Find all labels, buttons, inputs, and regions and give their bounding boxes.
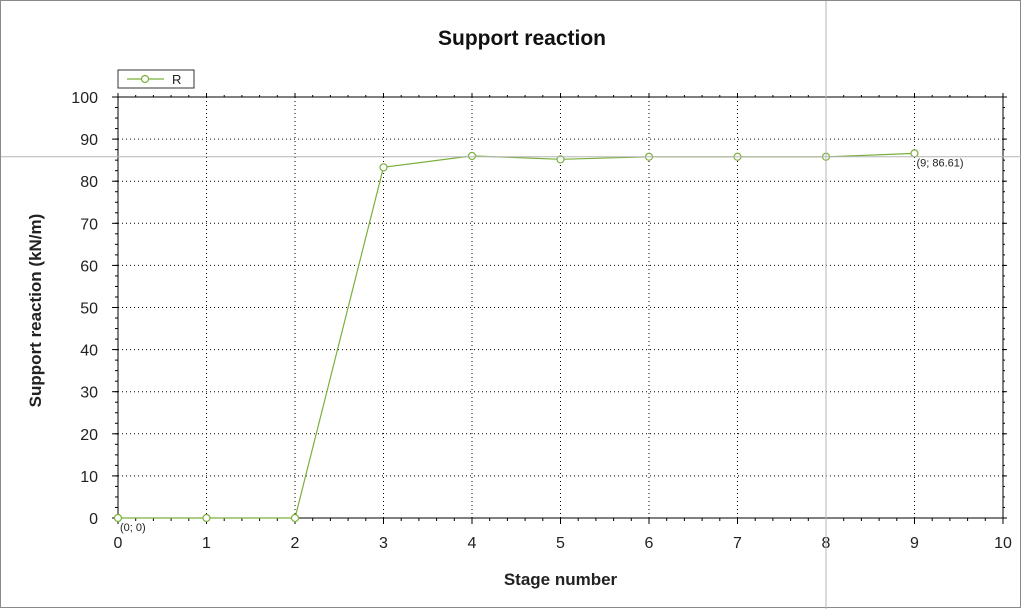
x-axis-title: Stage number xyxy=(504,570,618,589)
y-tick-label: 80 xyxy=(80,174,98,191)
y-tick-label: 0 xyxy=(89,511,98,528)
legend-marker-swatch xyxy=(140,74,150,84)
y-tick-label: 90 xyxy=(80,132,98,149)
data-point xyxy=(290,513,300,523)
x-tick-label: 1 xyxy=(202,535,211,552)
y-tick-label: 50 xyxy=(80,301,98,318)
y-tick-label: 60 xyxy=(80,258,98,275)
series-layer xyxy=(113,149,919,523)
x-tick-label: 10 xyxy=(994,535,1012,552)
x-tick-label: 9 xyxy=(910,535,919,552)
series-line-R xyxy=(118,152,915,519)
x-tick-label: 7 xyxy=(733,535,742,552)
y-tick-label: 20 xyxy=(80,427,98,444)
data-point xyxy=(379,163,388,172)
x-tick-label: 3 xyxy=(379,535,388,552)
y-tick-label: 40 xyxy=(80,343,98,360)
legend-label: R xyxy=(172,72,181,87)
y-tick-label: 30 xyxy=(80,385,98,402)
x-tick-label: 0 xyxy=(114,535,123,552)
y-tick-label: 70 xyxy=(80,216,98,233)
data-point xyxy=(202,513,211,523)
data-point xyxy=(910,149,919,158)
point-labels: (0; 0) (9; 86.61) xyxy=(120,157,964,534)
data-point xyxy=(113,513,123,523)
y-tick-label: 100 xyxy=(71,90,98,107)
x-tick-label: 2 xyxy=(291,535,300,552)
x-tick-label: 5 xyxy=(556,535,565,552)
chart-title: Support reaction xyxy=(438,27,606,50)
data-point xyxy=(556,155,565,164)
x-tick-label: 6 xyxy=(645,535,654,552)
y-tick-label: 10 xyxy=(80,469,98,486)
legend: R xyxy=(117,69,195,89)
x-tick-label: 4 xyxy=(468,535,477,552)
data-point xyxy=(467,151,477,161)
point-label: (9; 86.61) xyxy=(917,157,964,169)
point-label: (0; 0) xyxy=(120,522,146,534)
y-axis-title: Support reaction (kN/m) xyxy=(26,214,45,408)
